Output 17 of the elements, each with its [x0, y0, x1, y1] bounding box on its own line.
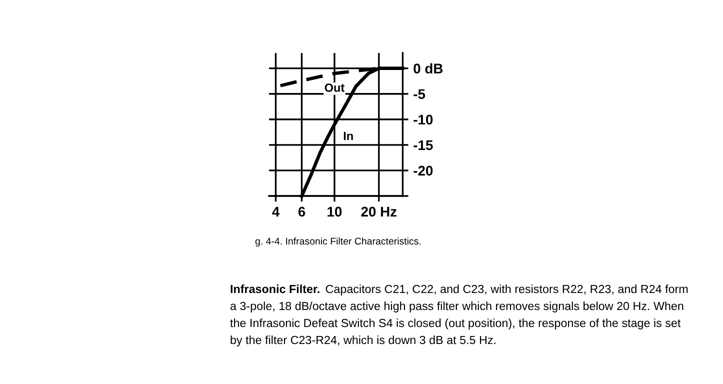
text: the Infrasonic Defeat Switch S4 is closed (out position), the response of the stage is set — [230, 318, 681, 330]
series-label: Out — [324, 84, 344, 92]
x-tick-label: 4 — [272, 206, 280, 216]
text: g. 4-4. Infrasonic Filter Characteristics. — [255, 237, 421, 247]
x-tick-label: 10 — [328, 206, 342, 217]
y-tick-label: -5 — [414, 89, 426, 100]
text: Capacitors C21, C22, and C23, with resistors R22, R23, and R24 form — [326, 284, 688, 296]
text: by the filter C23-R24, which is down 3 dB at 5.5 Hz. — [230, 336, 496, 346]
text: Infrasonic Filter. — [230, 284, 320, 294]
x-tick-label: 6 — [298, 206, 306, 217]
series-label: In — [344, 132, 353, 140]
y-tick-label: -20 — [414, 166, 433, 176]
y-tick-label: -10 — [414, 114, 433, 125]
y-tick-label: 0 dB — [414, 63, 443, 74]
text: a 3-pole, 18 dB/octave active high pass filter which removes signals below 20 Hz. When — [230, 302, 684, 312]
y-tick-label: -15 — [414, 140, 433, 150]
x-tick-label: 20 Hz — [361, 206, 397, 217]
